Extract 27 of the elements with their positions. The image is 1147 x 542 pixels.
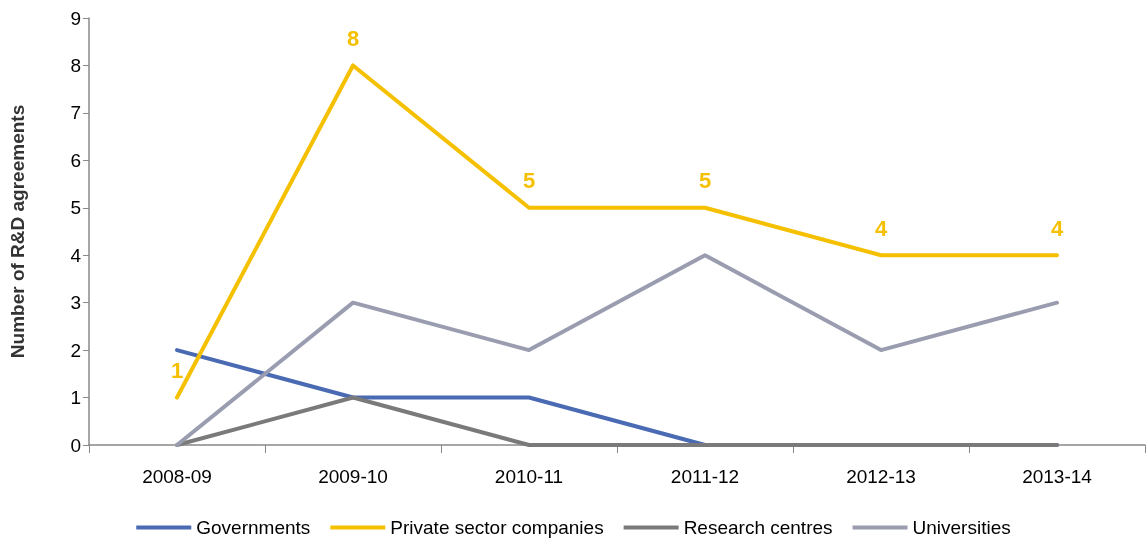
y-tick-label: 3: [70, 292, 81, 314]
data-label: 5: [522, 168, 536, 194]
y-tick-label: 6: [70, 149, 81, 171]
x-tick-label: 2009-10: [318, 466, 388, 487]
data-label: 1: [170, 358, 184, 384]
y-tick-label: 7: [70, 102, 81, 124]
y-tick-label: 8: [70, 54, 81, 76]
y-tick-label: 0: [70, 434, 81, 456]
data-label: 4: [1050, 215, 1064, 241]
y-axis-title: Number of R&D agreements: [7, 104, 28, 359]
legend-label: Private sector companies: [390, 517, 604, 538]
y-tick-label: 5: [70, 197, 81, 219]
y-tick-label: 4: [70, 244, 82, 266]
x-tick-label: 2008-09: [142, 466, 212, 487]
data-label: 5: [698, 168, 712, 194]
legend-label: Research centres: [683, 517, 833, 538]
y-tick-label: 2: [70, 339, 81, 361]
x-tick-label: 2010-11: [494, 466, 564, 487]
data-label: 8: [346, 25, 360, 51]
y-tick-label: 1: [70, 387, 81, 409]
x-tick-label: 2013-14: [1022, 466, 1093, 487]
legend-label: Universities: [912, 517, 1011, 538]
data-label: 4: [874, 215, 888, 241]
x-tick-label: 2012-13: [846, 466, 916, 487]
legend-label: Governments: [196, 517, 311, 538]
y-tick-label: 9: [70, 7, 81, 29]
x-tick-label: 2011-12: [670, 466, 740, 487]
